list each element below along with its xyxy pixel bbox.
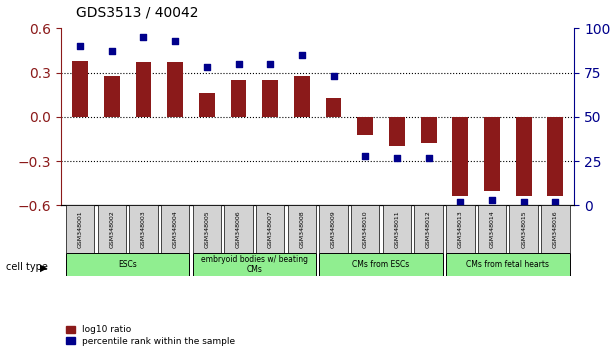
Text: GSM348005: GSM348005 <box>204 210 210 248</box>
Point <box>170 38 180 44</box>
Text: GSM348006: GSM348006 <box>236 210 241 248</box>
Bar <box>136 62 152 117</box>
Text: GSM348012: GSM348012 <box>426 210 431 248</box>
Legend: log10 ratio, percentile rank within the sample: log10 ratio, percentile rank within the … <box>65 325 235 346</box>
Text: GSM348013: GSM348013 <box>458 210 463 248</box>
FancyBboxPatch shape <box>192 205 221 253</box>
Point <box>297 52 307 58</box>
Point <box>233 61 243 67</box>
Point <box>265 61 275 67</box>
FancyBboxPatch shape <box>446 253 569 276</box>
Text: GSM348001: GSM348001 <box>78 210 82 248</box>
Text: GSM348011: GSM348011 <box>395 210 400 248</box>
Point <box>139 34 148 40</box>
Text: GSM348009: GSM348009 <box>331 210 336 248</box>
Text: GSM348015: GSM348015 <box>521 210 526 248</box>
FancyBboxPatch shape <box>98 205 126 253</box>
FancyBboxPatch shape <box>288 205 316 253</box>
Point <box>202 64 212 70</box>
Bar <box>230 80 246 117</box>
Bar <box>452 117 468 196</box>
FancyBboxPatch shape <box>320 205 348 253</box>
Point <box>455 199 465 205</box>
Text: GSM348010: GSM348010 <box>363 210 368 248</box>
Point <box>392 155 402 160</box>
Point <box>329 73 338 79</box>
Point <box>107 48 117 54</box>
Bar <box>326 98 342 117</box>
Text: CMs from fetal hearts: CMs from fetal hearts <box>466 260 549 269</box>
Bar <box>357 117 373 135</box>
Text: GSM348014: GSM348014 <box>489 210 494 248</box>
Bar <box>547 117 563 196</box>
Point <box>487 197 497 203</box>
Bar <box>421 117 436 143</box>
FancyBboxPatch shape <box>541 205 569 253</box>
Text: GSM348016: GSM348016 <box>553 210 558 248</box>
Bar <box>262 80 278 117</box>
Text: embryoid bodies w/ beating
CMs: embryoid bodies w/ beating CMs <box>201 255 308 274</box>
FancyBboxPatch shape <box>66 205 94 253</box>
FancyBboxPatch shape <box>446 205 475 253</box>
Bar <box>516 117 532 196</box>
Point <box>423 155 433 160</box>
FancyBboxPatch shape <box>510 205 538 253</box>
FancyBboxPatch shape <box>224 205 253 253</box>
Text: GDS3513 / 40042: GDS3513 / 40042 <box>76 5 199 19</box>
Text: GSM348003: GSM348003 <box>141 210 146 248</box>
Bar <box>484 117 500 190</box>
Bar <box>294 75 310 117</box>
Bar <box>199 93 214 117</box>
Bar <box>72 61 88 117</box>
Bar <box>167 62 183 117</box>
FancyBboxPatch shape <box>161 205 189 253</box>
Text: cell type: cell type <box>6 262 48 272</box>
Text: GSM348004: GSM348004 <box>173 210 178 248</box>
Point <box>360 153 370 159</box>
Text: GSM348002: GSM348002 <box>109 210 114 248</box>
Point <box>551 199 560 205</box>
FancyBboxPatch shape <box>192 253 316 276</box>
FancyBboxPatch shape <box>320 253 443 276</box>
Point <box>75 43 85 49</box>
FancyBboxPatch shape <box>256 205 285 253</box>
FancyBboxPatch shape <box>382 205 411 253</box>
Text: GSM348008: GSM348008 <box>299 210 304 248</box>
Text: GSM348007: GSM348007 <box>268 210 273 248</box>
Bar <box>389 117 405 146</box>
Point <box>519 199 529 205</box>
Text: CMs from ESCs: CMs from ESCs <box>353 260 410 269</box>
Text: ESCs: ESCs <box>119 260 137 269</box>
FancyBboxPatch shape <box>351 205 379 253</box>
FancyBboxPatch shape <box>129 205 158 253</box>
FancyBboxPatch shape <box>414 205 443 253</box>
FancyBboxPatch shape <box>66 253 189 276</box>
Bar <box>104 75 120 117</box>
FancyBboxPatch shape <box>478 205 507 253</box>
Text: ▶: ▶ <box>40 262 47 272</box>
